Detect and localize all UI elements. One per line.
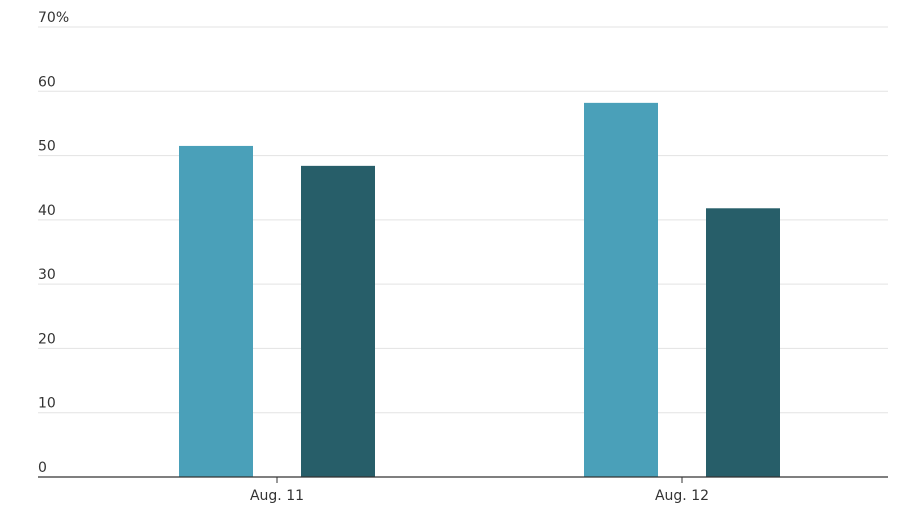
- y-tick-label: 0: [38, 460, 47, 476]
- y-tick-label: 70%: [38, 10, 69, 26]
- x-tick-label: Aug. 11: [250, 488, 304, 504]
- y-tick-label: 20: [38, 331, 56, 347]
- y-tick-label: 60: [38, 74, 56, 90]
- bar: [179, 145, 253, 477]
- y-tick-label: 50: [38, 139, 56, 155]
- y-tick-label: 10: [38, 396, 56, 412]
- bar: [584, 102, 658, 477]
- x-tick-label: Aug. 12: [655, 488, 709, 504]
- y-tick-label: 30: [38, 267, 56, 283]
- bar: [706, 208, 780, 478]
- bar: [301, 165, 375, 477]
- y-tick-label: 40: [38, 203, 56, 219]
